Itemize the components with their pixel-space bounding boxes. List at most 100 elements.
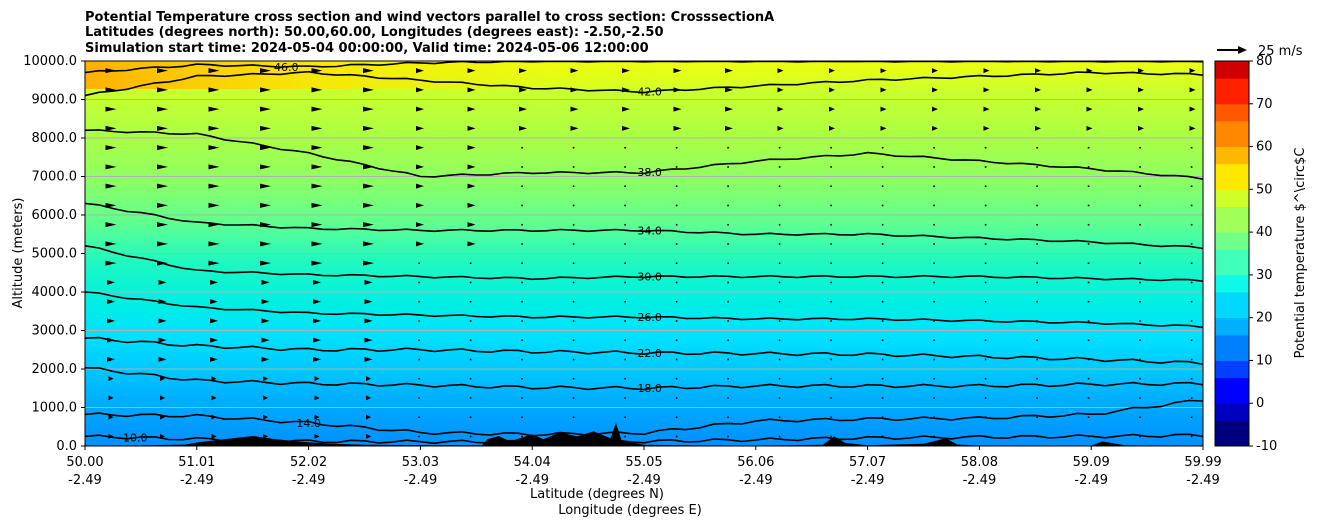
wind-vector <box>881 358 884 361</box>
colorbar-band <box>1215 377 1249 387</box>
wind-vector <box>624 416 626 419</box>
wind-vector <box>830 358 832 361</box>
colorbar-label: Potential temperature $^\circ$C <box>1293 148 1308 359</box>
wind-vector <box>881 262 884 265</box>
wind-vector <box>624 300 626 303</box>
wind-vector <box>830 262 832 265</box>
wind-vector <box>313 356 321 362</box>
wind-vector <box>416 202 424 208</box>
wind-vector <box>311 202 323 208</box>
wind-vector <box>260 106 271 112</box>
contour-label: 10.0 <box>123 432 148 445</box>
wind-vector <box>363 68 374 74</box>
wind-vector <box>1086 87 1093 93</box>
colorbar-band <box>1215 300 1249 310</box>
wind-vector <box>830 243 832 245</box>
wind-vector <box>984 146 987 149</box>
wind-vector <box>311 222 323 228</box>
wind-vector <box>572 223 575 226</box>
y-tick-label: 8000.0 <box>32 131 78 146</box>
contour-line <box>85 202 1203 250</box>
wind-vector <box>107 356 115 362</box>
wind-vector <box>1036 204 1038 207</box>
wind-vector <box>881 397 884 399</box>
wind-vector <box>829 125 835 131</box>
wind-vector <box>313 299 321 305</box>
x-tick-label-lat: 57.07 <box>849 455 886 470</box>
wind-vector <box>208 125 220 131</box>
wind-vector <box>469 358 472 361</box>
wind-vector <box>727 185 729 188</box>
colorbar-band <box>1215 420 1249 430</box>
wind-vector <box>830 320 832 322</box>
wind-vector <box>778 358 781 361</box>
colorbar-band <box>1215 292 1249 302</box>
wind-vector <box>521 166 523 168</box>
wind-vector <box>624 204 626 207</box>
wind-vector <box>418 320 420 322</box>
wind-vector <box>830 416 832 419</box>
wind-vector <box>880 68 887 74</box>
wind-vector <box>416 183 424 189</box>
wind-vector <box>158 337 167 343</box>
colorbar-band <box>1215 112 1249 122</box>
wind-vector <box>830 281 832 284</box>
plot-area: 10.0 14.0 18.0 22.0 26.0 30.0 34.0 38.0 42.0 46.0 <box>85 61 1203 446</box>
wind-vector <box>778 204 781 207</box>
wind-vector <box>778 377 781 380</box>
wind-vector <box>519 68 527 74</box>
wind-vector <box>521 300 523 303</box>
wind-vector <box>1087 262 1090 265</box>
colorbar-tick-label: 80 <box>1256 54 1273 69</box>
wind-vector <box>1139 281 1141 284</box>
wind-vector <box>418 397 420 399</box>
contour-line <box>85 291 1203 329</box>
colorbar-band <box>1215 129 1249 139</box>
x-tick-label-lon: -2.49 <box>963 473 997 488</box>
wind-vector <box>108 395 114 401</box>
colorbar: -10 0 10 20 30 40 50 60 70 80 <box>1214 54 1277 454</box>
wind-vector <box>777 68 784 74</box>
wind-vector <box>416 145 424 151</box>
wind-vector <box>157 106 168 112</box>
wind-vector <box>572 397 575 399</box>
wind-vector <box>933 320 935 322</box>
wind-vector <box>1190 397 1193 399</box>
contour-label: 14.0 <box>296 417 321 430</box>
colorbar-band <box>1215 437 1249 447</box>
wind-vector <box>314 414 320 420</box>
wind-vector <box>1139 416 1141 419</box>
x-axis-label: Latitude (degrees N) <box>530 487 664 502</box>
wind-vector <box>983 125 990 131</box>
wind-vector <box>208 106 220 112</box>
wind-vector <box>158 318 167 324</box>
colorbar-band <box>1215 257 1249 267</box>
wind-vector <box>1139 300 1141 303</box>
x-tick-label-lat: 53.03 <box>402 455 439 470</box>
colorbar-band <box>1215 232 1249 242</box>
colorbar-tick-label: 20 <box>1256 311 1273 326</box>
wind-key-label: 25 m/s <box>1258 44 1303 59</box>
wind-vector <box>363 145 374 151</box>
wind-vector <box>727 223 729 226</box>
wind-vector <box>1190 377 1193 380</box>
wind-vector <box>1036 377 1038 380</box>
wind-vector <box>157 183 168 189</box>
wind-vector <box>933 339 935 342</box>
wind-vector <box>105 222 117 228</box>
wind-vector <box>1190 300 1193 303</box>
wind-vector <box>1035 87 1041 93</box>
wind-vector <box>881 223 884 226</box>
wind-vector <box>363 87 374 93</box>
contour-line <box>85 245 1203 282</box>
x-tick-label-lon: -2.49 <box>404 473 438 488</box>
wind-vector <box>260 164 271 170</box>
grid-lines <box>85 99 1203 408</box>
wind-vector <box>107 299 115 305</box>
wind-vector <box>675 262 678 265</box>
wind-vector <box>624 358 626 361</box>
wind-vector <box>675 397 678 399</box>
wind-vector <box>778 281 781 284</box>
wind-vector <box>984 223 987 226</box>
wind-vector <box>624 166 626 168</box>
